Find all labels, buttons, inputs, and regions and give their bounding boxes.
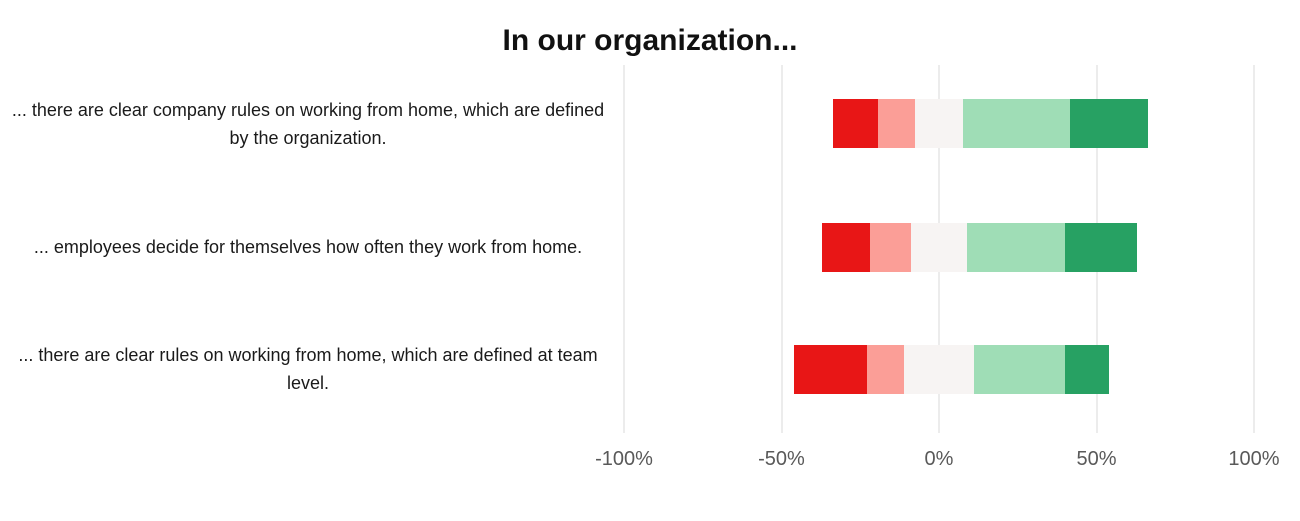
category-label-employees-decide: ... employees decide for themselves how … <box>33 237 583 257</box>
bar-row <box>624 345 1254 394</box>
gridline <box>623 65 625 433</box>
bar-segment-neutral <box>910 223 968 272</box>
bar-row <box>624 223 1254 272</box>
x-axis-tick-label: 100% <box>1228 448 1280 470</box>
plot-area <box>623 65 1255 433</box>
bar-segment-strong-positive <box>1065 345 1110 394</box>
x-axis-tick-label: 50% <box>1076 448 1117 470</box>
bar-row <box>624 99 1254 148</box>
bar-segment-negative <box>869 223 911 272</box>
x-axis-tick-label: 0% <box>924 448 954 470</box>
gridline <box>781 65 782 433</box>
chart-title: In our organization... <box>502 24 798 57</box>
bar-segment-positive <box>962 99 1070 148</box>
bar-segment-strong-negative <box>833 99 878 148</box>
bar-segment-strong-negative <box>794 345 867 394</box>
x-axis-tick-label: -100% <box>595 448 653 470</box>
x-axis-tick-label: -50% <box>758 448 805 470</box>
x-axis: -100% -50% 0% 50% 100% <box>595 448 1279 476</box>
category-labels: ... there are clear company rules on wor… <box>0 0 615 521</box>
category-label-company-rules: ... there are clear company rules on wor… <box>11 100 605 148</box>
bar-segment-strong-positive <box>1065 223 1138 272</box>
bar-segment-strong-negative <box>822 223 870 272</box>
bar-segment-positive <box>967 223 1065 272</box>
gridline <box>1253 65 1255 433</box>
bar-segment-negative <box>866 345 905 394</box>
bar-segment-strong-positive <box>1069 99 1149 148</box>
bar-segment-neutral <box>915 99 963 148</box>
category-label-team-level-rules: ... there are clear rules on working fro… <box>18 345 598 393</box>
bar-segment-neutral <box>904 345 974 394</box>
bar-segment-negative <box>877 99 916 148</box>
bar-segment-positive <box>973 345 1065 394</box>
